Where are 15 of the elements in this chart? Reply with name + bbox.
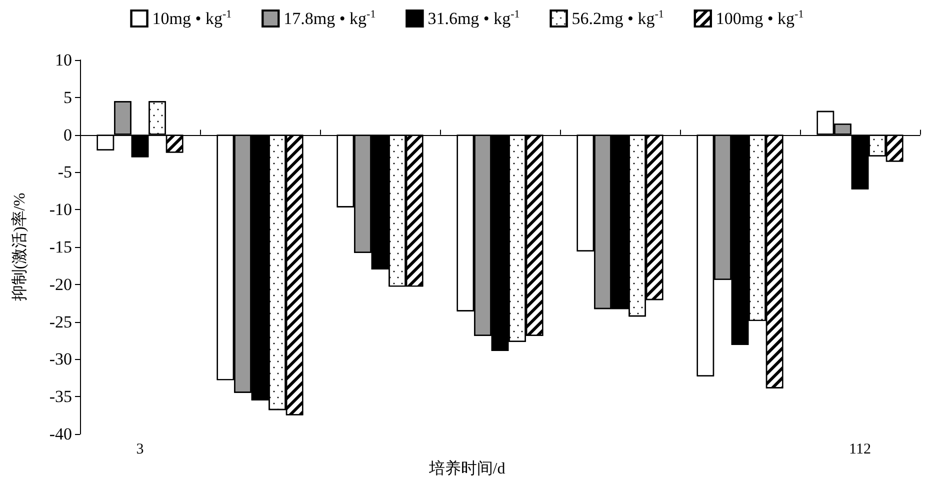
y-tick-label: -5 <box>58 162 72 182</box>
y-tick-label: -10 <box>49 200 72 220</box>
y-tick-label: -20 <box>49 274 72 294</box>
x-tick-label: 3 <box>136 442 144 458</box>
y-tick-label: 0 <box>64 125 72 144</box>
y-axis-title: 抑制(激活)率/% <box>10 192 28 302</box>
y-tick-label: 10 <box>55 50 72 70</box>
y-tick-label: -25 <box>49 312 72 332</box>
y-tick-label: -35 <box>49 387 72 406</box>
y-tick-label: -15 <box>49 238 72 256</box>
x-axis-title: 培养时间/d <box>428 460 506 478</box>
y-tick-label: -40 <box>49 424 72 444</box>
y-tick-label: -30 <box>49 350 72 369</box>
x-tick-label: 112 <box>849 442 871 458</box>
y-tick-label: 5 <box>64 88 72 107</box>
